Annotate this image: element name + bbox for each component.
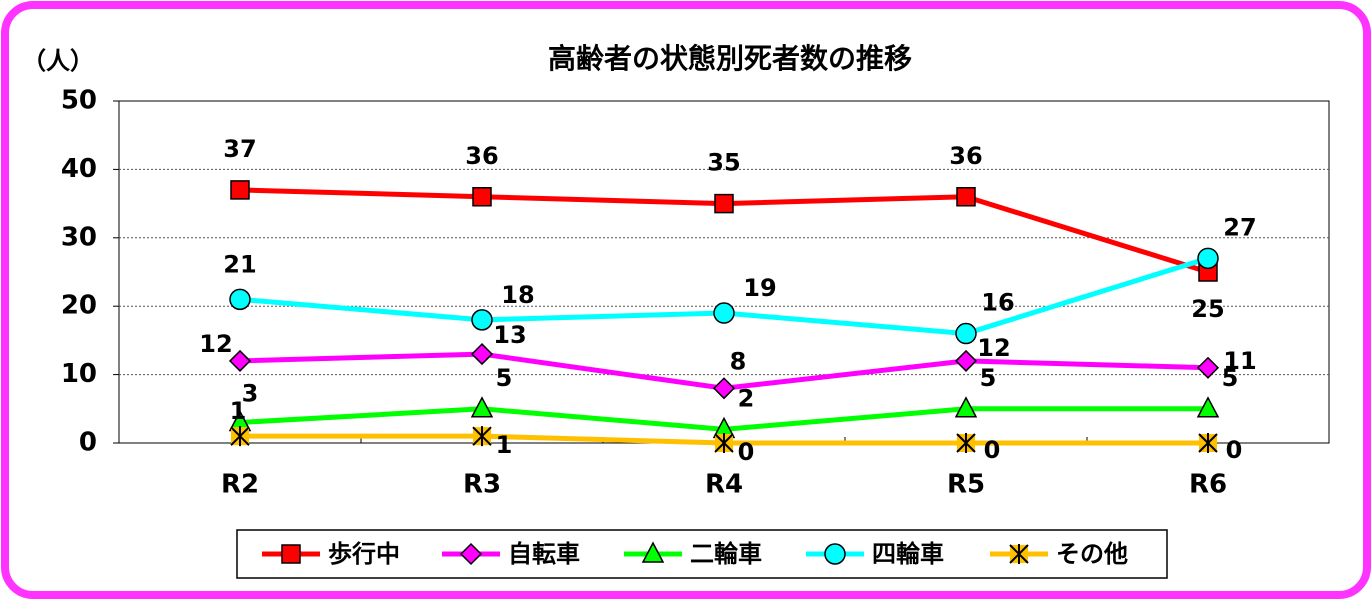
data-label: 0 [738, 438, 755, 466]
marker-part [1197, 247, 1219, 270]
x-tick-label: R3 [463, 470, 501, 500]
marker-part [470, 343, 494, 366]
marker-part [956, 433, 976, 453]
marker-part [228, 349, 252, 372]
marker-part [472, 187, 492, 207]
marker [1198, 433, 1218, 453]
marker-part [714, 433, 734, 453]
data-label: 25 [1191, 295, 1224, 323]
marker-part [470, 396, 494, 418]
x-tick-label: R5 [947, 470, 985, 500]
marker-part [472, 426, 492, 447]
data-label: 37 [223, 135, 256, 163]
marker [714, 433, 734, 453]
marker-part [1196, 356, 1220, 379]
marker [1196, 396, 1220, 418]
data-label: 19 [743, 274, 776, 302]
marker-part [712, 377, 736, 400]
marker [470, 343, 494, 366]
data-label: 12 [199, 330, 232, 358]
y-tick-label: 10 [61, 359, 97, 389]
y-tick-label: 20 [61, 291, 97, 321]
marker-part [955, 322, 977, 345]
marker [641, 541, 665, 563]
marker-part [229, 288, 251, 311]
marker [470, 396, 494, 418]
marker [954, 349, 978, 372]
marker [228, 349, 252, 372]
data-label: 35 [707, 149, 740, 177]
marker [471, 309, 493, 331]
marker [230, 426, 250, 447]
marker-part [281, 544, 301, 564]
data-label: 27 [1223, 213, 1256, 241]
data-label: 21 [223, 250, 256, 278]
marker [472, 426, 492, 447]
marker [956, 187, 976, 207]
marker [712, 377, 736, 400]
legend-label: 歩行中 [328, 540, 400, 568]
x-tick-label: R6 [1189, 470, 1227, 500]
data-label: 5 [496, 364, 513, 392]
marker-part [1198, 433, 1218, 453]
marker-part [713, 302, 735, 324]
legend-label: 自転車 [508, 540, 580, 568]
marker-part [471, 309, 493, 331]
marker-part [459, 542, 483, 566]
data-label: 36 [465, 142, 498, 170]
marker [714, 193, 734, 214]
marker [229, 288, 251, 311]
data-label: 8 [730, 347, 747, 375]
marker-part [641, 541, 665, 563]
marker-part [230, 180, 250, 200]
marker [713, 302, 735, 324]
x-tick-label: R2 [221, 470, 259, 500]
marker [956, 433, 976, 453]
data-label: 2 [738, 384, 755, 412]
marker-part [230, 426, 250, 447]
marker-part [824, 543, 846, 565]
data-label: 12 [977, 334, 1010, 362]
marker [472, 187, 492, 207]
marker [230, 180, 250, 200]
marker [459, 542, 483, 566]
marker [1196, 356, 1220, 379]
legend-label: 二輪車 [690, 540, 762, 568]
marker-part [954, 396, 978, 418]
marker [281, 544, 301, 564]
data-label: 1 [230, 397, 247, 425]
y-tick-label: 30 [61, 222, 97, 252]
marker-part [1009, 544, 1029, 564]
legend-label: 四輪車 [872, 540, 944, 568]
marker [1197, 247, 1219, 270]
marker-part [1196, 396, 1220, 418]
data-label: 0 [1226, 436, 1243, 464]
marker [824, 543, 846, 565]
data-label: 5 [980, 364, 997, 392]
data-label: 11 [1223, 347, 1256, 375]
data-label: 0 [984, 436, 1001, 464]
marker [954, 396, 978, 418]
data-label: 13 [493, 321, 526, 349]
data-label: 36 [949, 142, 982, 170]
y-axis-label: （人） [22, 47, 94, 75]
y-tick-label: 40 [61, 154, 97, 184]
marker-part [714, 193, 734, 214]
y-tick-label: 50 [61, 86, 97, 116]
data-label: 1 [496, 431, 513, 459]
data-label: 5 [1222, 364, 1239, 392]
y-tick-label: 0 [79, 428, 97, 458]
data-label: 3 [242, 379, 259, 407]
marker [1009, 544, 1029, 564]
legend-label: その他 [1056, 540, 1128, 568]
marker [955, 322, 977, 345]
chart-title: 高齢者の状態別死者数の推移 [548, 42, 912, 75]
marker-part [956, 187, 976, 207]
marker-part [954, 349, 978, 372]
x-tick-label: R4 [705, 470, 743, 500]
data-label: 16 [981, 289, 1014, 317]
data-label: 18 [501, 281, 534, 309]
